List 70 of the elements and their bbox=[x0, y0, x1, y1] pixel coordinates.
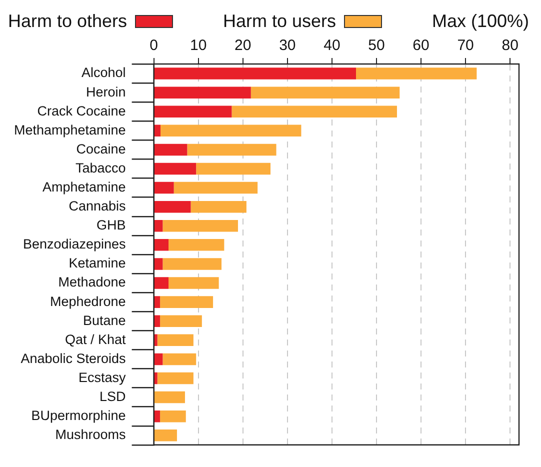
y-tick-label: Heroin bbox=[86, 84, 126, 100]
bar bbox=[160, 296, 214, 308]
bar bbox=[154, 258, 163, 270]
x-tick-label: 20 bbox=[234, 37, 252, 54]
x-tick-label: 10 bbox=[190, 37, 207, 54]
bar bbox=[154, 334, 158, 346]
y-tick-label: Mushrooms bbox=[55, 427, 126, 442]
y-tick-label: Butane bbox=[83, 312, 126, 328]
bar bbox=[154, 182, 174, 194]
bar bbox=[160, 315, 202, 327]
bar bbox=[162, 258, 222, 270]
bar bbox=[157, 372, 194, 384]
y-tick-label: Methadone bbox=[58, 274, 126, 290]
bar bbox=[154, 239, 169, 251]
bar bbox=[196, 162, 270, 175]
bar bbox=[154, 106, 232, 118]
y-tick-label: Qat / Khat bbox=[65, 332, 126, 347]
bar bbox=[232, 106, 397, 118]
bar bbox=[160, 410, 186, 422]
y-tick-label: Alcohol bbox=[82, 65, 126, 80]
bar bbox=[154, 124, 160, 137]
y-tick-label: Cannabis bbox=[68, 198, 126, 214]
x-tick-label: 0 bbox=[150, 37, 158, 54]
bar bbox=[154, 162, 196, 175]
y-tick-label: Crack Cocaine bbox=[37, 103, 126, 118]
bar bbox=[190, 200, 246, 213]
bar bbox=[162, 220, 238, 232]
y-tick-label: Anabolic Steroids bbox=[20, 350, 126, 366]
y-tick-label: Methamphetamine bbox=[14, 122, 126, 138]
bar bbox=[174, 182, 258, 194]
y-tick-label: Amphetamine bbox=[42, 180, 126, 195]
bar bbox=[154, 353, 163, 366]
bar bbox=[154, 315, 160, 327]
bar bbox=[250, 86, 400, 98]
bar bbox=[187, 144, 276, 156]
x-tick-label: 70 bbox=[457, 37, 474, 54]
y-tick-label: Ecstasy bbox=[78, 370, 126, 385]
bar bbox=[154, 86, 251, 98]
y-tick-label: Benzodiazepines bbox=[22, 236, 126, 252]
bar bbox=[154, 372, 158, 384]
x-tick-label: 60 bbox=[412, 37, 430, 54]
x-tick-label: 80 bbox=[502, 37, 518, 54]
bar bbox=[154, 391, 185, 404]
bar bbox=[154, 200, 191, 213]
x-tick-label: 50 bbox=[368, 37, 385, 54]
y-tick-label: Tabacco bbox=[76, 160, 126, 176]
bar bbox=[154, 430, 177, 442]
bar bbox=[154, 277, 169, 289]
bar bbox=[154, 296, 160, 308]
x-tick-label: 30 bbox=[279, 37, 296, 54]
y-tick-label: BUpermorphine bbox=[31, 408, 126, 424]
bar bbox=[154, 68, 356, 80]
bar bbox=[154, 410, 160, 422]
legend-label: Harm to others bbox=[8, 10, 128, 32]
y-tick-label: Ketamine bbox=[68, 256, 126, 271]
bar bbox=[162, 353, 196, 366]
bar bbox=[160, 124, 302, 137]
bar bbox=[157, 334, 194, 346]
y-tick-label: GHB bbox=[96, 218, 126, 233]
y-tick-label: Mephedrone bbox=[50, 294, 126, 309]
y-tick-label: Cocaine bbox=[76, 141, 126, 156]
bar bbox=[154, 220, 163, 232]
x-tick-label: 40 bbox=[324, 37, 340, 54]
legend-label: Harm to users bbox=[222, 10, 336, 32]
x-axis-title: Max (100%) bbox=[432, 10, 529, 32]
bar bbox=[168, 239, 224, 251]
bar bbox=[356, 68, 477, 80]
bar bbox=[168, 277, 219, 289]
y-tick-label: LSD bbox=[100, 389, 126, 404]
bar bbox=[154, 144, 188, 156]
